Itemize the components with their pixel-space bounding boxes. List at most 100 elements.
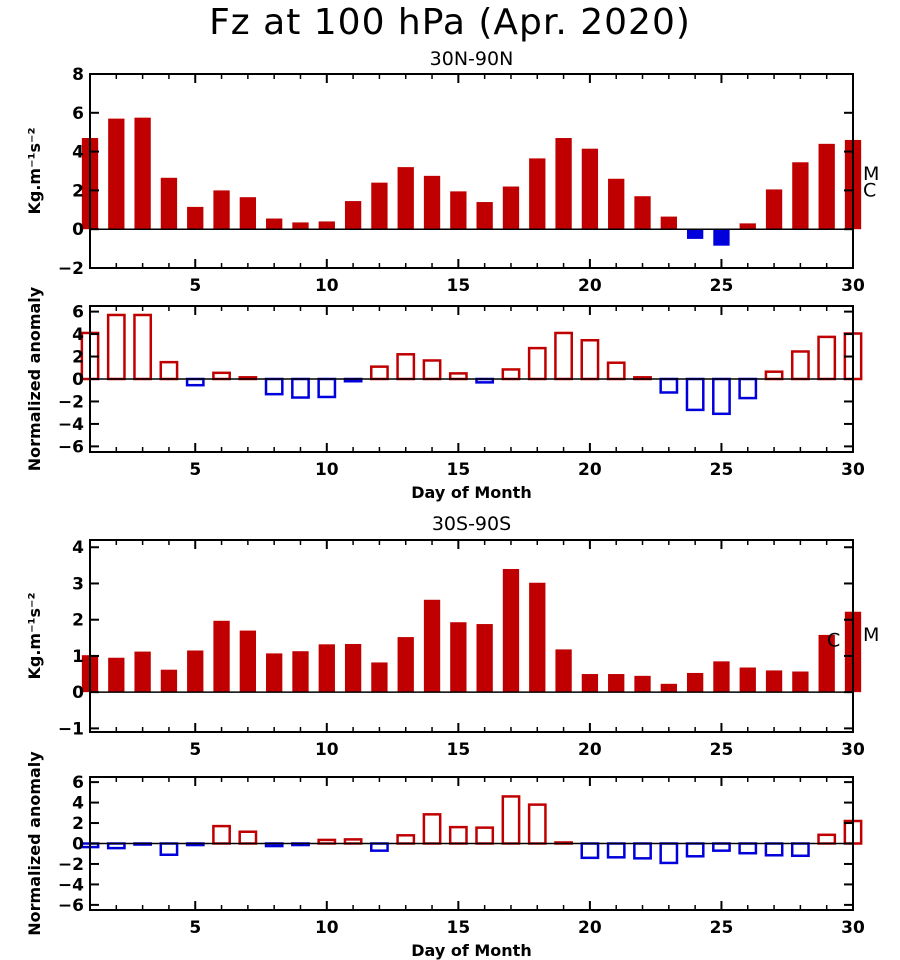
panel2-bar-day-10 — [317, 377, 337, 399]
panel4-bar-day-15 — [448, 825, 468, 845]
panel1-bar-day-25 — [713, 229, 730, 246]
panel1-marker-M: M — [863, 163, 879, 185]
panel4-xtick-label-5: 5 — [189, 918, 201, 938]
panel2-bar-day-2 — [106, 313, 126, 381]
figure-title: Fz at 100 hPa (Apr. 2020) — [209, 2, 691, 43]
panel2-xtick-label-20: 20 — [578, 460, 602, 480]
panel2-bar-day-5 — [185, 377, 205, 387]
panel1-bar-day-29 — [818, 143, 835, 230]
panel1-bar-day-12 — [371, 182, 388, 230]
panel3-bar-day-19 — [555, 649, 572, 693]
panel2-bar-day-9 — [291, 377, 310, 399]
panel4-bar-day-12 — [370, 842, 389, 852]
panel3-bar-day-22 — [634, 675, 651, 693]
panel2-bar-day-12 — [370, 365, 389, 381]
panel4-ytick-label-0: 0 — [72, 835, 84, 855]
panel2-bar-day-26 — [738, 377, 758, 400]
panel3-bar-day-23 — [660, 683, 677, 693]
panel2-xtick-label-30: 30 — [841, 460, 865, 480]
panel1-bar-day-21 — [608, 178, 625, 230]
panel3-xtick-label-10: 10 — [315, 740, 339, 760]
panel2-bar-day-28 — [790, 350, 810, 381]
panel3-bar-day-17 — [502, 568, 520, 693]
panel2-xtick-label-10: 10 — [315, 460, 339, 480]
panel1-xtick-label-15: 15 — [447, 276, 471, 296]
panel3-bar-day-27 — [765, 670, 783, 693]
panel3-bar-day-3 — [134, 651, 151, 693]
panel2-bar-day-19 — [554, 331, 573, 381]
panel4-ylabel: Normalized anomaly — [25, 751, 44, 936]
panel3-marker-C: C — [827, 630, 840, 652]
panel4-bar-day-27 — [764, 842, 784, 857]
panel1-bar-day-9 — [292, 222, 309, 230]
panel1-bar-day-17 — [502, 186, 520, 230]
panel3-bar-day-25 — [713, 661, 730, 693]
panel4-ytick-label--6: −6 — [58, 896, 84, 916]
panel4-bar-day-18 — [527, 803, 547, 845]
panel1-xtick-label-25: 25 — [710, 276, 734, 296]
panel4-xtick-label-25: 25 — [710, 918, 734, 938]
panel1-bar-day-23 — [660, 216, 677, 230]
panel4-bar-day-26 — [738, 842, 758, 855]
panel3-xtick-label-20: 20 — [578, 740, 602, 760]
panel1-xtick-label-5: 5 — [189, 276, 201, 296]
panel1-bar-day-11 — [344, 201, 362, 230]
panel3-bar-day-8 — [266, 653, 283, 693]
panel1-ytick-label-0: 0 — [72, 220, 84, 240]
panel2-ytick-label--6: −6 — [58, 437, 84, 457]
panel3-plot-frame — [89, 539, 854, 733]
panel1-xtick-label-20: 20 — [578, 276, 602, 296]
panel2-bar-day-17 — [501, 368, 521, 381]
panel3-ytick-label-2: 2 — [72, 611, 84, 631]
panel3-bar-day-11 — [344, 643, 362, 693]
panel3-bar-day-16 — [476, 624, 493, 693]
panel3-bar-day-20 — [581, 674, 599, 693]
panel2-bar-day-25 — [712, 377, 731, 416]
panel2-xlabel: Day of Month — [411, 483, 531, 502]
panel2-bar-day-4 — [159, 360, 179, 381]
panel4-bar-day-22 — [633, 842, 652, 860]
panel1-plot-frame — [89, 73, 854, 269]
panel1-bar-day-15 — [450, 191, 467, 230]
panel3-xtick-label-25: 25 — [710, 740, 734, 760]
panel2-ytick-label--2: −2 — [58, 392, 84, 412]
panel2-bar-day-14 — [422, 359, 442, 381]
panel3-bar-day-9 — [292, 651, 309, 693]
panel3-bar-day-29 — [818, 634, 835, 693]
panel1-bar-day-7 — [239, 197, 257, 230]
panel3-bar-day-10 — [318, 644, 335, 693]
panel4-bar-day-4 — [159, 842, 179, 857]
panel3-xtick-label-15: 15 — [447, 740, 471, 760]
panel4-ytick-label-6: 6 — [72, 773, 84, 793]
panel1-bar-day-27 — [765, 189, 783, 230]
panel1-bar-day-18 — [529, 158, 546, 230]
panel1-ytick-label-2: 2 — [72, 181, 84, 201]
panel3-bar-day-18 — [529, 582, 546, 693]
panel4-bar-day-29 — [817, 833, 837, 845]
panel3-bar-day-28 — [792, 671, 809, 693]
panel4-bar-day-20 — [580, 842, 600, 860]
panel2-ylabel: Normalized anomaly — [25, 286, 44, 471]
panel3-ytick-label-3: 3 — [72, 574, 84, 594]
panel1-ylabel: Kg.m⁻¹s⁻² — [25, 127, 44, 214]
panel3-bar-day-2 — [108, 657, 125, 693]
panel1-bar-day-26 — [739, 223, 756, 230]
panel3-bar-day-14 — [423, 599, 441, 693]
panel4-ytick-label-4: 4 — [72, 794, 84, 814]
panel2-bar-day-6 — [212, 371, 231, 381]
panel4-bar-day-16 — [475, 826, 495, 845]
panel1-bar-day-4 — [160, 177, 178, 230]
panel1-xtick-label-30: 30 — [841, 276, 865, 296]
panel3-bar-day-6 — [213, 620, 230, 693]
panel1-bar-day-19 — [555, 138, 572, 230]
panel4-bar-day-21 — [606, 842, 626, 859]
panel1-bar-day-14 — [423, 175, 441, 230]
panel1-bar-day-16 — [476, 202, 493, 230]
panel4-bar-day-14 — [422, 813, 442, 845]
panel4-bar-day-17 — [501, 795, 521, 845]
panel2-ytick-label-2: 2 — [72, 348, 84, 368]
panel2-xtick-label-15: 15 — [447, 460, 471, 480]
panel1-panel-title: 30N-90N — [430, 48, 514, 70]
panel4-bar-day-13 — [396, 834, 416, 845]
panel2-bar-day-24 — [685, 377, 705, 412]
